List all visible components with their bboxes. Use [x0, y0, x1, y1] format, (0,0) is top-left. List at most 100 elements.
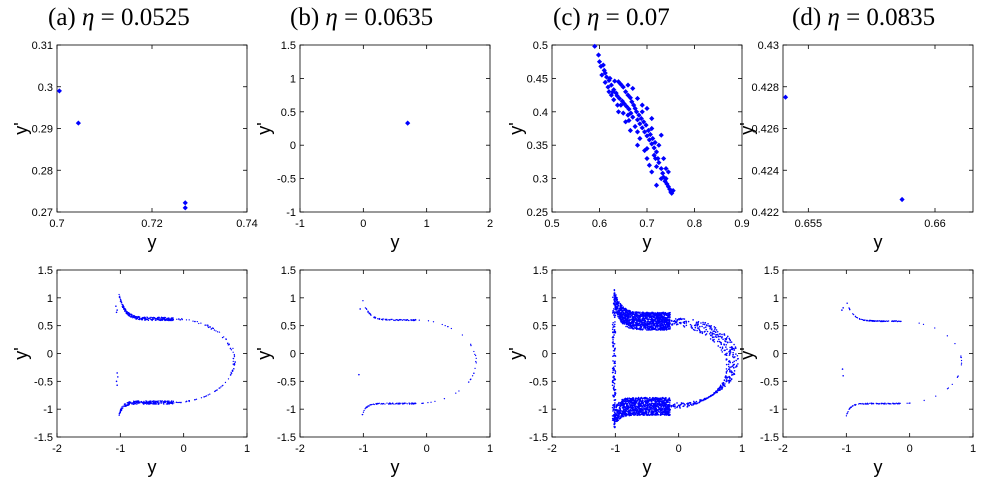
data-point — [626, 325, 629, 328]
data-point — [674, 407, 676, 409]
x-axis-label: y — [391, 457, 400, 477]
data-point — [622, 316, 624, 318]
data-point — [717, 335, 720, 337]
data-point — [170, 402, 172, 404]
data-point — [635, 328, 638, 331]
data-point — [116, 384, 118, 387]
data-point — [232, 347, 234, 350]
data-point — [637, 316, 639, 319]
data-point — [617, 301, 620, 304]
data-point — [731, 373, 734, 376]
data-point — [704, 322, 707, 324]
y-tick-label: 1 — [773, 293, 779, 305]
data-point — [168, 400, 170, 402]
data-point — [640, 314, 643, 316]
data-point — [220, 386, 222, 388]
data-point — [631, 410, 633, 412]
data-point — [642, 403, 645, 406]
data-point — [155, 319, 157, 321]
data-point — [633, 109, 640, 115]
data-point — [642, 317, 645, 320]
data-point — [637, 322, 640, 325]
data-point — [147, 401, 149, 404]
data-point — [632, 123, 638, 130]
data-point — [631, 407, 634, 410]
data-point — [203, 396, 205, 398]
data-point — [365, 407, 367, 409]
data-point — [643, 318, 646, 321]
data-point — [886, 403, 888, 405]
data-point — [935, 395, 937, 397]
data-point — [850, 406, 852, 408]
data-point — [611, 384, 614, 387]
data-point — [719, 387, 722, 389]
x-tick-label: 0.655 — [795, 218, 823, 230]
x-tick-label: 0.5 — [544, 218, 559, 230]
data-point — [611, 380, 614, 383]
data-point — [397, 319, 399, 322]
data-point — [645, 410, 648, 413]
data-point — [852, 313, 854, 315]
data-point — [650, 329, 652, 331]
data-point — [638, 115, 644, 122]
data-point — [666, 407, 668, 410]
data-point — [127, 404, 130, 406]
data-point — [623, 320, 626, 323]
data-point — [613, 342, 616, 345]
data-point — [396, 319, 398, 321]
data-point — [635, 414, 637, 416]
data-point — [616, 418, 619, 421]
data-point — [634, 408, 637, 411]
data-point — [665, 169, 671, 175]
data-point — [418, 319, 420, 321]
data-point — [678, 321, 681, 324]
data-point — [154, 317, 156, 319]
y-tick-label: 0.27 — [32, 207, 53, 219]
data-point — [653, 182, 660, 188]
data-point — [625, 310, 628, 313]
data-point — [728, 365, 730, 368]
data-point — [732, 354, 734, 356]
data-point — [408, 403, 411, 405]
data-point — [663, 397, 666, 400]
data-point — [729, 349, 732, 352]
data-point — [229, 347, 232, 349]
data-point — [736, 354, 739, 357]
data-point — [627, 324, 630, 327]
data-point — [658, 176, 664, 182]
data-point — [647, 313, 649, 316]
data-point — [185, 400, 188, 402]
data-point — [605, 84, 611, 90]
data-point — [160, 318, 162, 321]
data-point — [652, 155, 659, 162]
data-point — [864, 403, 867, 405]
data-point — [954, 343, 956, 345]
data-point — [645, 411, 648, 414]
data-point — [115, 380, 118, 383]
data-point — [696, 327, 699, 329]
data-point — [728, 367, 731, 369]
data-point — [115, 305, 117, 307]
data-point — [617, 313, 620, 315]
data-point — [726, 352, 728, 355]
data-point — [658, 315, 661, 317]
data-point — [711, 336, 714, 339]
data-point — [725, 368, 728, 370]
data-point — [171, 317, 174, 319]
data-point — [150, 316, 152, 319]
data-point — [730, 348, 733, 351]
data-point — [661, 402, 664, 404]
data-point — [645, 406, 647, 408]
y-tick-label: 0.31 — [32, 40, 53, 52]
data-point — [140, 318, 142, 320]
data-point — [133, 315, 135, 317]
data-point — [644, 403, 647, 406]
data-point — [661, 411, 664, 414]
data-point — [725, 363, 728, 366]
data-point — [855, 316, 858, 319]
data-point — [663, 328, 666, 330]
data-point — [662, 413, 665, 415]
data-point — [662, 328, 665, 331]
data-point — [618, 317, 621, 320]
data-point — [868, 320, 870, 322]
